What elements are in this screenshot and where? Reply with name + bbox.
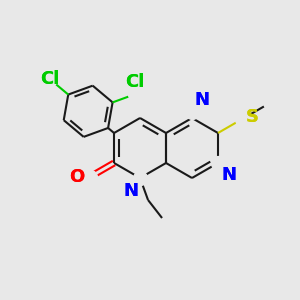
- Text: N: N: [194, 91, 209, 109]
- Text: Cl: Cl: [40, 70, 60, 88]
- Text: N: N: [194, 91, 209, 109]
- Text: N: N: [221, 166, 236, 184]
- Text: N: N: [123, 182, 138, 200]
- Text: O: O: [70, 168, 85, 186]
- Text: N: N: [123, 182, 138, 200]
- Text: Cl: Cl: [40, 70, 60, 88]
- Text: S: S: [246, 108, 259, 126]
- Text: O: O: [70, 168, 85, 186]
- Text: Cl: Cl: [125, 73, 145, 91]
- Text: Cl: Cl: [125, 73, 145, 91]
- Text: N: N: [221, 166, 236, 184]
- Text: S: S: [246, 108, 259, 126]
